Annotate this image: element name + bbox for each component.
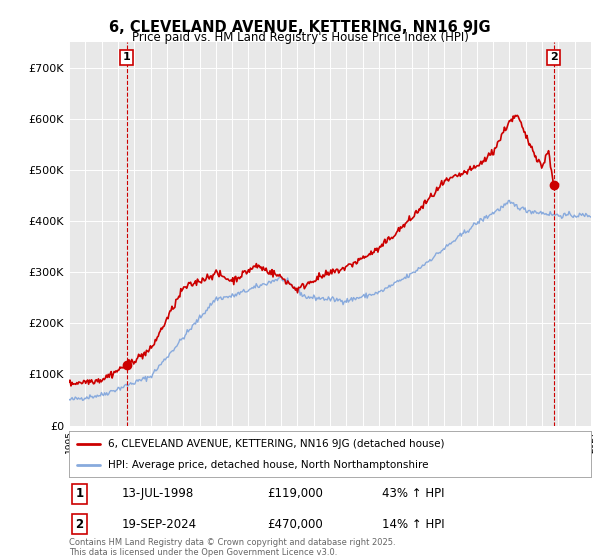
Text: 14% ↑ HPI: 14% ↑ HPI (382, 517, 445, 530)
Text: 6, CLEVELAND AVENUE, KETTERING, NN16 9JG: 6, CLEVELAND AVENUE, KETTERING, NN16 9JG (109, 20, 491, 35)
Text: 1: 1 (76, 487, 83, 500)
Text: £470,000: £470,000 (268, 517, 323, 530)
Text: 43% ↑ HPI: 43% ↑ HPI (382, 487, 445, 500)
Text: 1: 1 (123, 52, 131, 62)
Text: 13-JUL-1998: 13-JUL-1998 (121, 487, 193, 500)
Text: £119,000: £119,000 (268, 487, 323, 500)
Text: Contains HM Land Registry data © Crown copyright and database right 2025.
This d: Contains HM Land Registry data © Crown c… (69, 538, 395, 557)
Text: 2: 2 (76, 517, 83, 530)
Text: 6, CLEVELAND AVENUE, KETTERING, NN16 9JG (detached house): 6, CLEVELAND AVENUE, KETTERING, NN16 9JG… (108, 438, 445, 449)
Text: Price paid vs. HM Land Registry's House Price Index (HPI): Price paid vs. HM Land Registry's House … (131, 31, 469, 44)
Text: HPI: Average price, detached house, North Northamptonshire: HPI: Average price, detached house, Nort… (108, 460, 428, 470)
Text: 19-SEP-2024: 19-SEP-2024 (121, 517, 196, 530)
Text: 2: 2 (550, 52, 557, 62)
